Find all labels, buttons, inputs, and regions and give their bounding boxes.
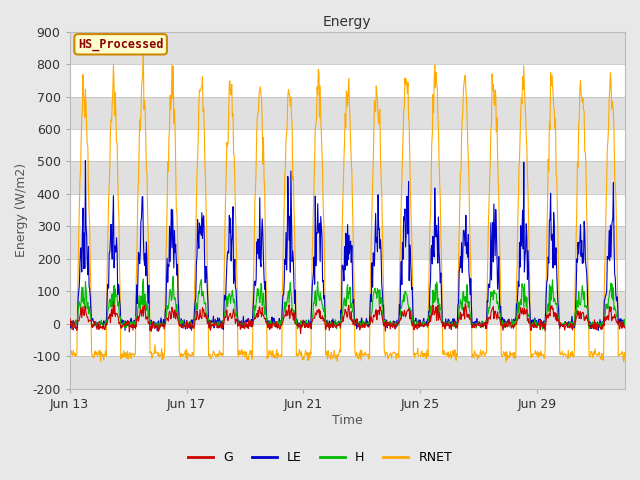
RNET [325,352,333,358]
G [417,319,424,325]
RNET [531,351,538,357]
Y-axis label: Energy (W/m2): Energy (W/m2) [15,163,28,257]
RNET [261,186,269,192]
H [325,324,333,330]
LE [417,323,424,328]
RNET [66,350,74,356]
G [396,318,403,324]
Line: RNET: RNET [70,55,625,362]
Text: HS_Processed: HS_Processed [78,37,163,51]
Line: G: G [70,301,625,334]
RNET [140,52,147,58]
RNET [184,350,192,356]
Bar [70,32,625,64]
G [66,324,74,329]
Legend: G, LE, H, RNET: G, LE, H, RNET [183,446,457,469]
LE [621,322,629,327]
RNET [502,359,510,365]
RNET [395,355,403,361]
LE [262,279,269,285]
LE [81,157,89,163]
LE [185,322,193,327]
Line: LE: LE [70,160,625,331]
X-axis label: Time: Time [332,414,363,427]
H [530,322,538,328]
RNET [621,355,629,361]
H [395,322,403,327]
LE [396,301,403,307]
H [261,312,269,317]
G [184,321,192,327]
G [109,299,117,304]
Bar [70,161,625,194]
Title: Energy: Energy [323,15,372,29]
H [170,273,177,279]
LE [326,318,333,324]
Bar [70,356,625,389]
G [531,320,538,325]
H [416,323,424,328]
G [261,316,269,322]
G [297,331,305,336]
LE [531,317,538,323]
Line: H: H [70,276,625,329]
LE [66,321,74,327]
Bar [70,96,625,129]
H [621,323,629,329]
LE [154,328,161,334]
H [539,326,547,332]
Bar [70,291,625,324]
RNET [416,353,424,359]
G [621,325,629,331]
H [184,321,192,326]
H [66,323,74,329]
G [326,327,333,333]
Bar [70,227,625,259]
